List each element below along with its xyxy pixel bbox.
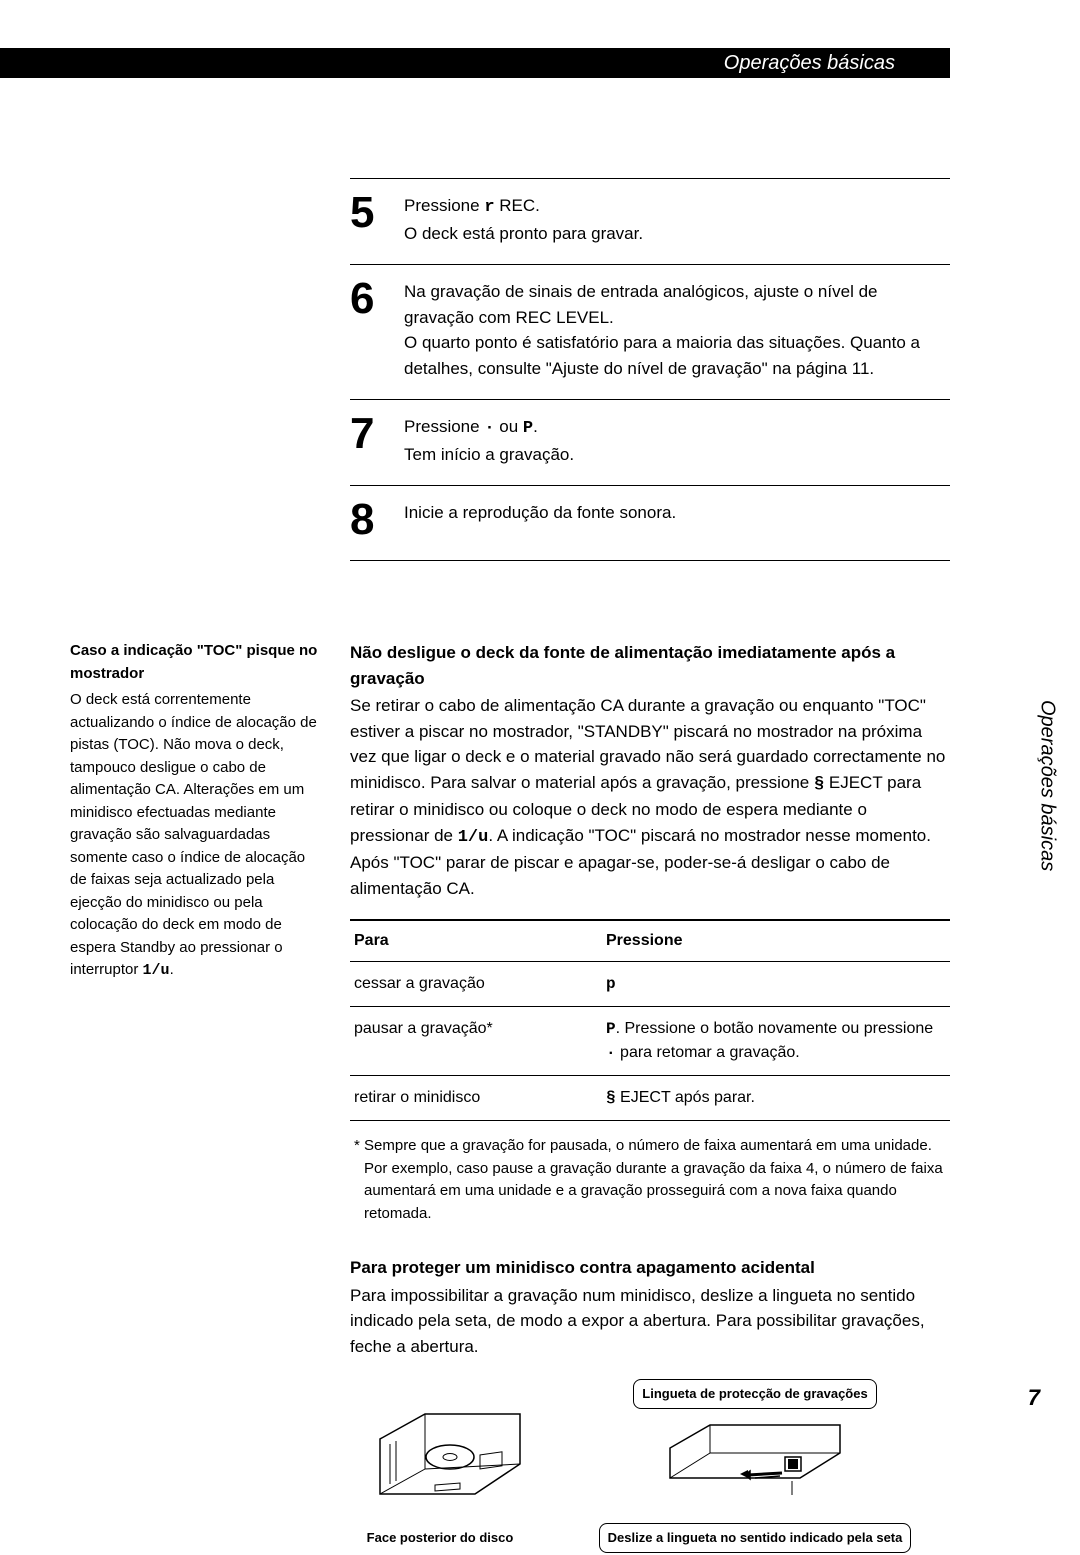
minidisc-tab-icon bbox=[660, 1415, 850, 1510]
diagram-row: Face posterior do disco Lingueta de prot… bbox=[350, 1379, 950, 1553]
main-content: Não desligue o deck da fonte de alimenta… bbox=[350, 640, 950, 1553]
power-icon: 1/u bbox=[143, 962, 170, 979]
step-text: Na gravação de sinais de entrada analógi… bbox=[404, 277, 950, 381]
step-6: 6 Na gravação de sinais de entrada analó… bbox=[350, 264, 950, 399]
step-number: 7 bbox=[350, 412, 404, 467]
step-number: 8 bbox=[350, 498, 404, 542]
eject-icon: § bbox=[606, 1089, 616, 1107]
table-row: pausar a gravação* P. Pressione o botão … bbox=[350, 1007, 950, 1076]
table-row: retirar o minidisco § EJECT após parar. bbox=[350, 1076, 950, 1121]
page-number: 7 bbox=[1028, 1385, 1040, 1411]
step-text: Inicie a reprodução da fonte sonora. bbox=[404, 498, 676, 542]
sidebar-note: Caso a indicação "TOC" pisque no mostrad… bbox=[70, 640, 320, 983]
step-8: 8 Inicie a reprodução da fonte sonora. bbox=[350, 485, 950, 561]
col-pressione: Pressione bbox=[602, 920, 950, 962]
power-icon: 1/u bbox=[458, 828, 489, 847]
play-icon: · bbox=[606, 1044, 616, 1062]
steps-list: 5 Pressione r REC. O deck está pronto pa… bbox=[350, 178, 950, 561]
step-7: 7 Pressione · ou P. Tem início a gravaçã… bbox=[350, 399, 950, 485]
diagram-right: Lingueta de protecção de gravações bbox=[560, 1379, 950, 1553]
table-header: Para Pressione bbox=[350, 920, 950, 962]
step-number: 5 bbox=[350, 191, 404, 246]
header-bar: Operações básicas bbox=[0, 48, 950, 78]
diagram-right-bottom-label: Deslize a lingueta no sentido indicado p… bbox=[599, 1523, 912, 1553]
warning-title: Não desligue o deck da fonte de alimenta… bbox=[350, 640, 950, 691]
play-icon: · bbox=[484, 419, 494, 438]
note-body: O deck está correntemente actualizando o… bbox=[70, 689, 320, 983]
diagram-left-caption: Face posterior do disco bbox=[350, 1528, 530, 1548]
pause-icon: P bbox=[606, 1020, 616, 1038]
col-para: Para bbox=[350, 920, 602, 962]
step-number: 6 bbox=[350, 277, 404, 381]
operations-table: Para Pressione cessar a gravação p pausa… bbox=[350, 919, 950, 1121]
protect-body: Para impossibilitar a gravação num minid… bbox=[350, 1283, 950, 1360]
warning-body: Se retirar o cabo de alimentação CA dura… bbox=[350, 693, 950, 901]
step-text: Pressione · ou P. Tem início a gravação. bbox=[404, 412, 574, 467]
table-row: cessar a gravação p bbox=[350, 962, 950, 1007]
protect-title: Para proteger um minidisco contra apagam… bbox=[350, 1255, 950, 1281]
pause-icon: P bbox=[523, 419, 533, 438]
diagram-left: Face posterior do disco bbox=[350, 1379, 530, 1553]
protect-section: Para proteger um minidisco contra apagam… bbox=[350, 1255, 950, 1553]
minidisc-back-icon bbox=[350, 1399, 530, 1514]
header-title: Operações básicas bbox=[709, 48, 950, 78]
note-title: Caso a indicação "TOC" pisque no mostrad… bbox=[70, 640, 320, 685]
eject-icon: § bbox=[814, 775, 824, 794]
step-text: Pressione r REC. O deck está pronto para… bbox=[404, 191, 643, 246]
footnote: * Sempre que a gravação for pausada, o n… bbox=[350, 1135, 950, 1225]
side-tab: Operações básicas bbox=[1032, 700, 1062, 950]
rec-icon: r bbox=[484, 198, 494, 217]
step-5: 5 Pressione r REC. O deck está pronto pa… bbox=[350, 178, 950, 264]
stop-icon: p bbox=[606, 975, 616, 993]
diagram-right-top-label: Lingueta de protecção de gravações bbox=[633, 1379, 876, 1409]
